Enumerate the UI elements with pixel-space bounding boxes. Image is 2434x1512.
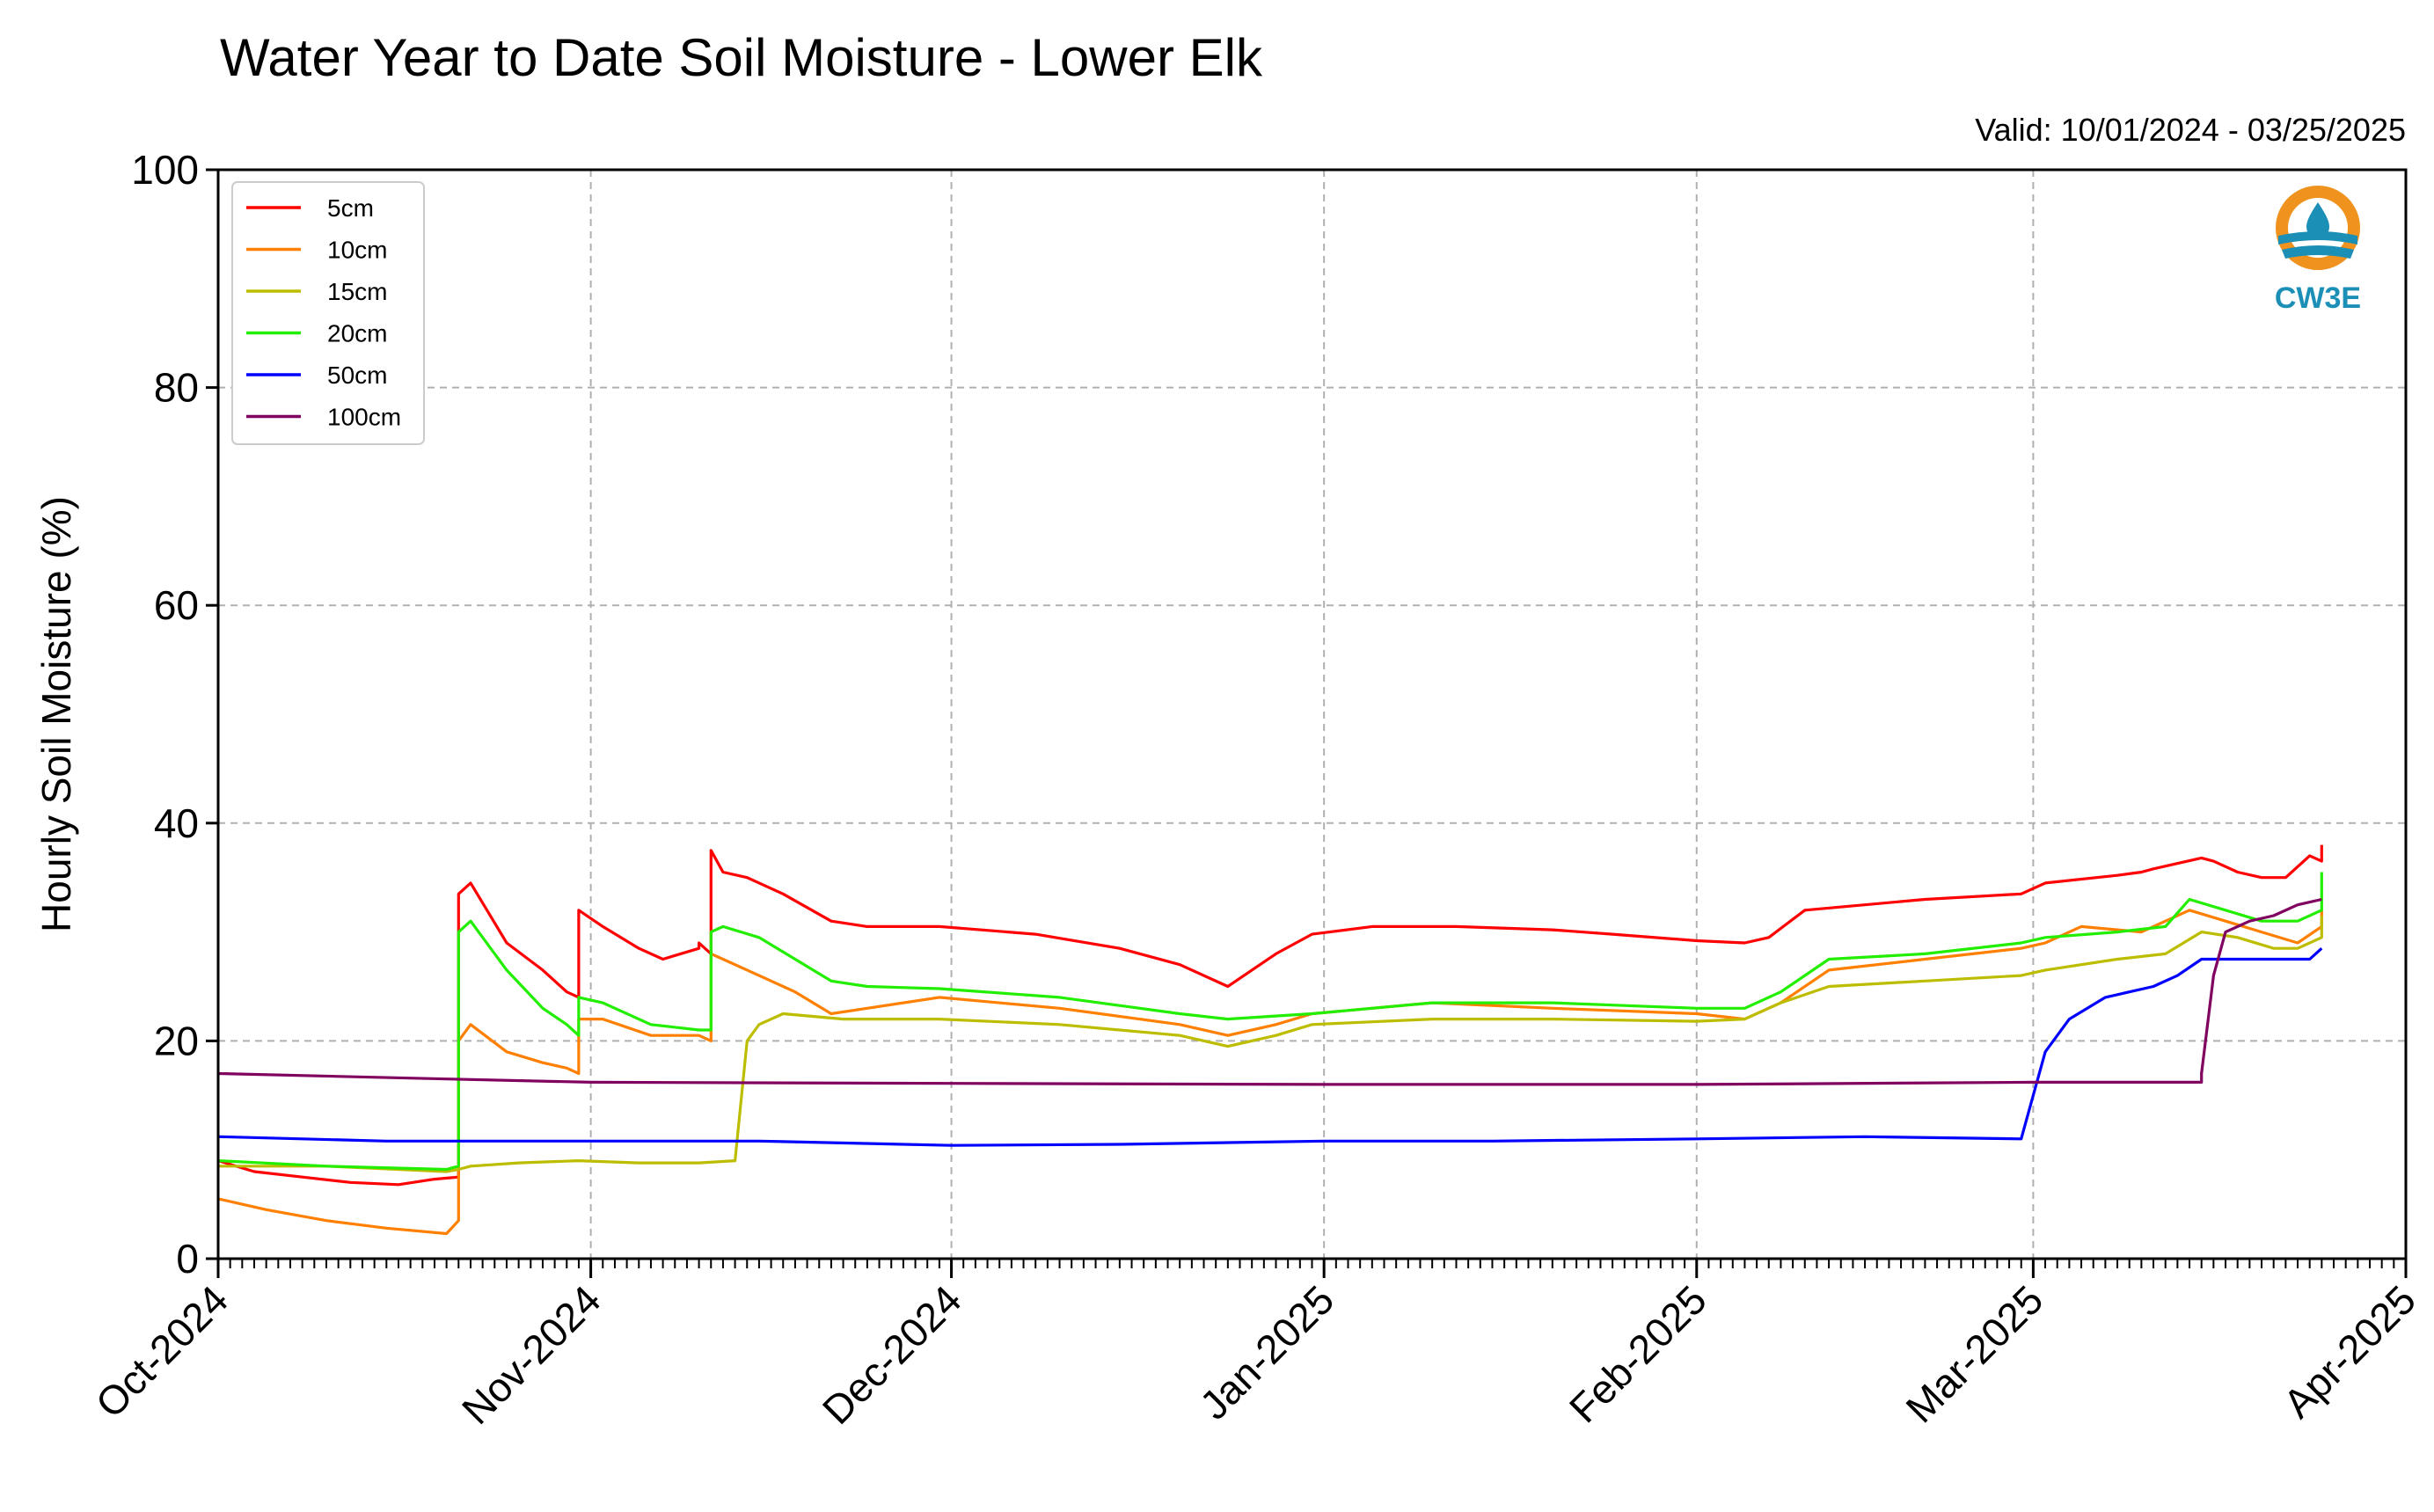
y-tick-label: 60 — [154, 582, 199, 628]
series-line-20cm — [217, 872, 2323, 1172]
legend: 5cm 10cm 15cm 20cm 50cm 100cm — [231, 181, 425, 445]
x-tick-label: Dec-2024 — [814, 1276, 970, 1433]
logo-wave-2 — [2282, 245, 2354, 259]
x-tick-label: Feb-2025 — [1561, 1276, 1715, 1431]
y-axis-label: Hourly Soil Moisture (%) — [33, 496, 79, 932]
series-group — [217, 844, 2323, 1236]
chart-subtitle: Valid: 10/01/2024 - 03/25/2025 — [1975, 112, 2406, 148]
y-tick-label: 40 — [154, 800, 199, 846]
legend-label-50cm: 50cm — [327, 362, 387, 389]
axis-ticks: 0 20 40 60 80 100 Oct-2024 Nov-2024 Dec-2024 Jan-… — [87, 147, 2425, 1433]
legend-label-15cm: 15cm — [327, 278, 387, 305]
chart-title: Water Year to Date Soil Moisture - Lower… — [220, 28, 1263, 87]
legend-box — [231, 181, 425, 445]
legend-label-100cm: 100cm — [327, 404, 401, 431]
x-tick-label: Mar-2025 — [1897, 1276, 2051, 1431]
x-tick-label: Jan-2025 — [1191, 1276, 1342, 1428]
legend-label-20cm: 20cm — [327, 320, 387, 347]
cw3e-logo: CW3E — [2275, 186, 2361, 315]
logo-drop-icon — [2306, 202, 2329, 238]
grid — [218, 170, 2406, 1259]
y-tick-label: 20 — [154, 1018, 199, 1063]
y-tick-label: 80 — [154, 365, 199, 411]
y-tick-label: 100 — [131, 147, 199, 193]
x-tick-label: Apr-2025 — [2274, 1276, 2424, 1427]
x-tick-label: Nov-2024 — [453, 1276, 610, 1433]
series-line-50cm — [217, 947, 2323, 1147]
series-line-5cm — [217, 844, 2323, 1187]
series-line-100cm — [217, 897, 2322, 1086]
series-line-15cm — [218, 916, 2323, 1173]
x-tick-label: Oct-2024 — [87, 1276, 238, 1427]
logo-text: CW3E — [2275, 281, 2361, 315]
legend-label-5cm: 5cm — [327, 194, 374, 222]
y-tick-label: 0 — [176, 1236, 199, 1282]
plot-frame — [216, 168, 2408, 1260]
legend-label-10cm: 10cm — [327, 237, 387, 264]
